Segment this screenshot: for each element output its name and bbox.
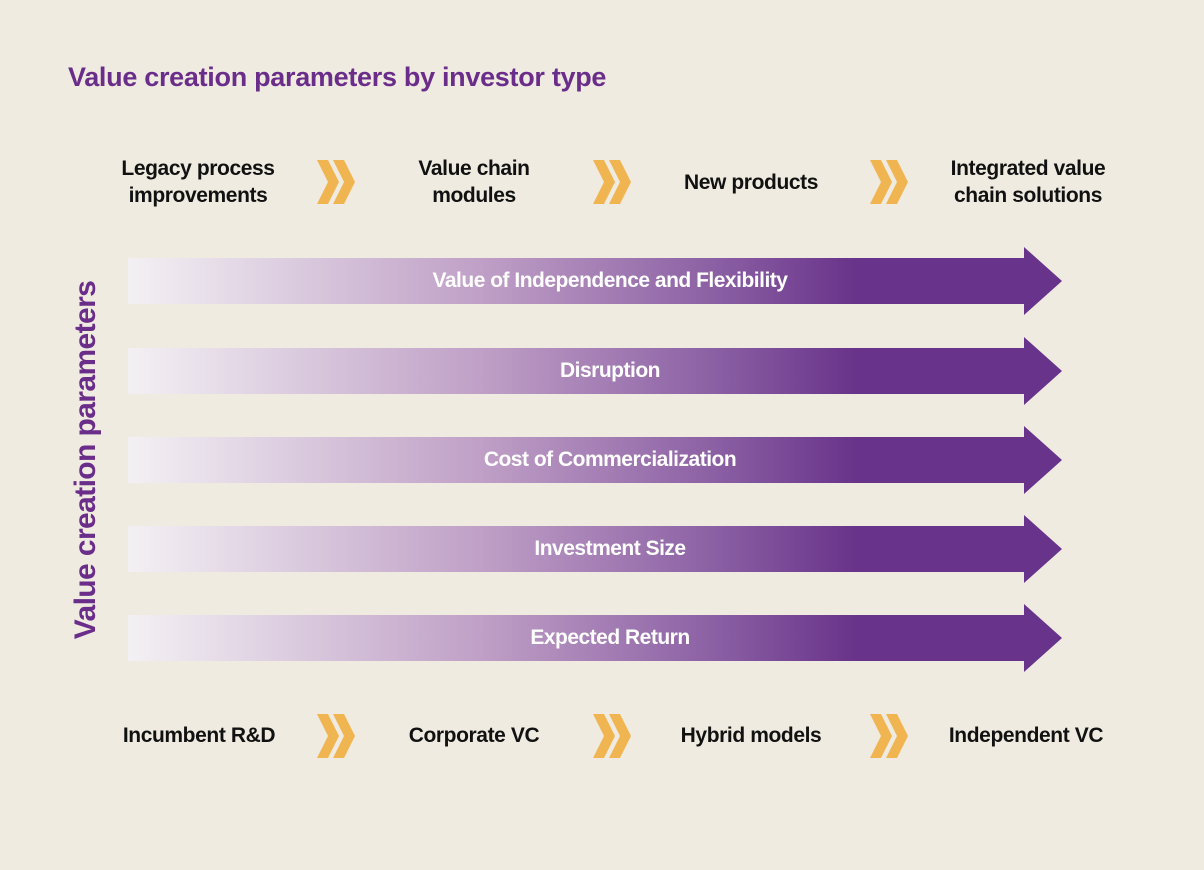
double-chevron-right-icon — [593, 160, 631, 204]
stage-label: Integrated value chain solutions — [951, 155, 1106, 209]
parameter-arrow: Cost of Commercialization — [128, 426, 1062, 494]
page-title: Value creation parameters by investor ty… — [68, 62, 607, 92]
arrow-shape — [128, 337, 1062, 405]
arrow-shape — [128, 515, 1062, 583]
parameter-arrow: Investment Size — [128, 515, 1062, 583]
parameter-arrow: Value of Independence and Flexibility — [128, 247, 1062, 315]
double-chevron-right-icon — [870, 160, 908, 204]
investor-label: Hybrid models — [680, 724, 822, 747]
stage-label: New products — [684, 169, 818, 196]
parameter-arrow: Expected Return — [128, 604, 1062, 672]
parameter-label: Value of Independence and Flexibility — [432, 269, 788, 292]
stage-label: Value chain modules — [418, 155, 530, 209]
double-chevron-right-icon — [317, 160, 355, 204]
parameter-label: Investment Size — [534, 537, 686, 560]
stage-label-line1: Integrated value — [950, 157, 1106, 180]
arrow-shape — [128, 247, 1062, 315]
arrow-shape — [128, 426, 1062, 494]
investor-label: Incumbent R&D — [122, 724, 276, 747]
investor-label: Corporate VC — [408, 724, 540, 747]
stage-label: Legacy process improvements — [121, 155, 275, 209]
parameter-label: Disruption — [560, 359, 661, 382]
stage-label-line2: chain solutions — [953, 184, 1102, 207]
arrow-shape — [128, 604, 1062, 672]
stage-label-line2: improvements — [128, 184, 268, 207]
parameter-label: Expected Return — [530, 626, 690, 649]
stage-label-line1: Legacy process — [121, 157, 275, 180]
vertical-axis-label: Value creation parameters — [69, 280, 102, 640]
double-chevron-right-icon — [870, 714, 908, 758]
stage-label-line1: Value chain — [418, 157, 530, 180]
double-chevron-right-icon — [593, 714, 631, 758]
parameter-arrow: Disruption — [128, 337, 1062, 405]
double-chevron-right-icon — [317, 714, 355, 758]
stage-label-line2: modules — [432, 184, 516, 207]
investor-label: Independent VC — [948, 724, 1104, 747]
stage-label-line1: New products — [683, 171, 819, 194]
parameter-label: Cost of Commercialization — [483, 448, 737, 471]
